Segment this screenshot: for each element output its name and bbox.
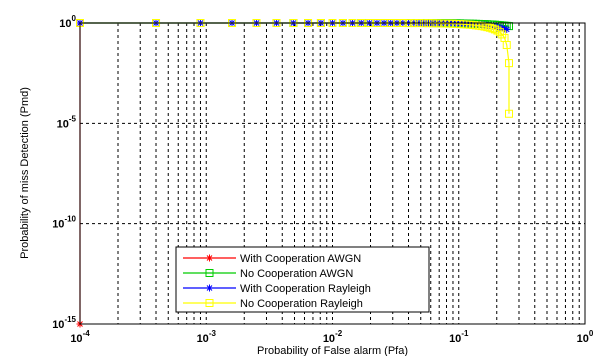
- legend-label: No Cooperation AWGN: [240, 268, 353, 280]
- tick-exponent: -2: [335, 329, 343, 338]
- tick-exponent: -15: [64, 315, 76, 324]
- tick-base: 10: [449, 333, 461, 345]
- tick-exponent: -5: [69, 114, 77, 123]
- tick-exponent: 0: [72, 14, 77, 23]
- legend-label: With Cooperation AWGN: [240, 253, 361, 265]
- tick-exponent: -1: [461, 329, 469, 338]
- x-axis-label: Probability of False alarm (Pfa): [257, 345, 408, 356]
- legend-entries: With Cooperation AWGN No Cooperation AWGN…: [183, 253, 371, 310]
- tick-base: 10: [197, 333, 209, 345]
- tick-base: 10: [70, 333, 82, 345]
- data-point: [502, 41, 511, 50]
- legend-label: With Cooperation Rayleigh: [240, 283, 371, 295]
- tick-base: 10: [323, 333, 335, 345]
- data-point: [498, 24, 506, 32]
- legend-entry: No Cooperation AWGN: [183, 268, 353, 280]
- data-point: [504, 109, 513, 118]
- tick-base: 10: [577, 333, 589, 345]
- tick-exponent: -10: [64, 215, 76, 224]
- x-tick-label: 100: [577, 329, 594, 345]
- y-tick-label: 100: [59, 14, 76, 30]
- tick-exponent: 0: [589, 329, 594, 338]
- x-tick-label: 10-2: [323, 329, 343, 345]
- legend-entry: No Cooperation Rayleigh: [183, 298, 363, 310]
- plot-frame: [79, 22, 586, 325]
- x-tick-label: 10-1: [449, 329, 469, 345]
- tick-base: 10: [57, 118, 69, 130]
- y-axis-label: Probability of miss Detection (Pmd): [19, 87, 31, 259]
- data-point: [485, 23, 494, 32]
- data-point: [206, 284, 213, 292]
- y-tick-label: 10-15: [52, 315, 76, 331]
- data-point: [501, 25, 509, 33]
- legend-entry: With Cooperation AWGN: [183, 253, 361, 265]
- tick-base: 10: [52, 219, 64, 231]
- data-point: [483, 23, 492, 32]
- data-point: [495, 28, 504, 37]
- tick-exponent: -3: [209, 329, 217, 338]
- tick-exponent: -4: [83, 329, 91, 338]
- x-tick-label: 10-4: [70, 329, 90, 345]
- y-tick-label: 10-10: [52, 215, 76, 231]
- legend-label: No Cooperation Rayleigh: [240, 298, 363, 310]
- data-point: [490, 25, 499, 34]
- x-tick-label: 10-3: [197, 329, 217, 345]
- legend: With Cooperation AWGN No Cooperation AWGN…: [175, 246, 430, 313]
- legend-entry: With Cooperation Rayleigh: [183, 283, 371, 295]
- tick-base: 10: [59, 18, 71, 30]
- data-point: [206, 254, 213, 262]
- data-point: [504, 59, 513, 68]
- data-point: [205, 269, 214, 277]
- data-point: [205, 299, 214, 307]
- tick-base: 10: [52, 319, 64, 331]
- data-point: [503, 25, 511, 33]
- y-tick-label: 10-5: [57, 114, 77, 130]
- grid: [80, 23, 585, 324]
